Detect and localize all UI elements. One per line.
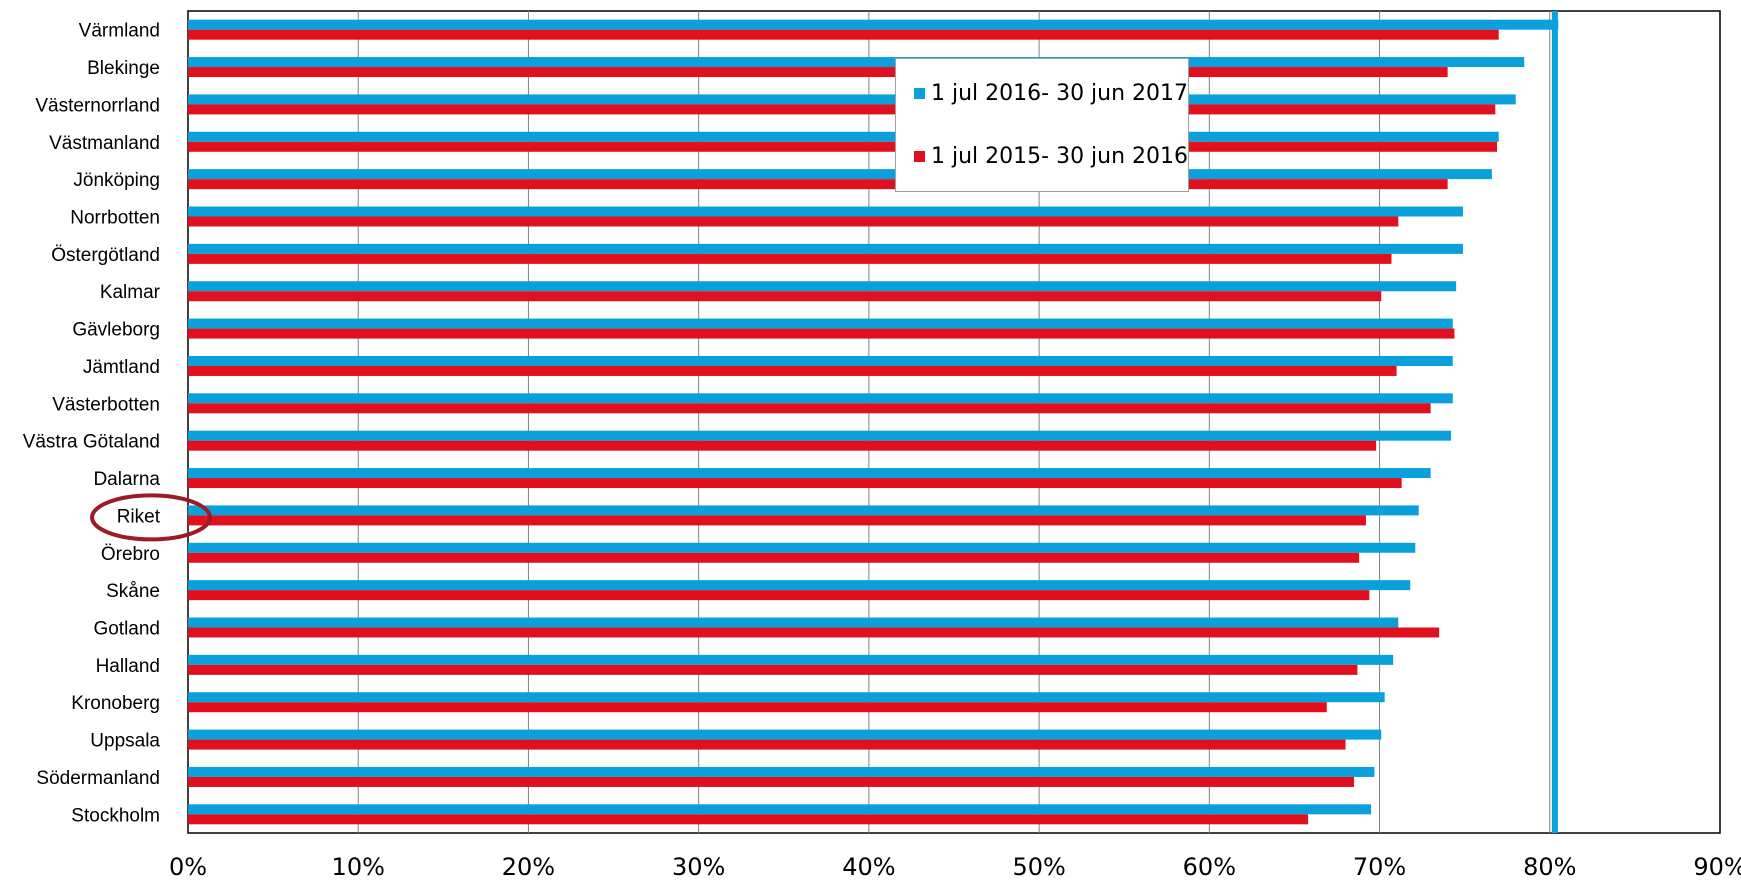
category-label: Gävleborg xyxy=(72,320,160,341)
x-tick-label: 50% xyxy=(1012,853,1065,881)
category-label: Örebro xyxy=(101,544,160,565)
legend-item-series-2: 1 jul 2015- 30 jun 2016 xyxy=(914,144,1188,169)
bar-series-1 xyxy=(188,318,1453,329)
category-label: Stockholm xyxy=(71,805,160,826)
bar-series-2 xyxy=(188,702,1327,713)
bar-series-2 xyxy=(188,814,1309,825)
bar-series-1 xyxy=(188,57,1525,68)
legend-swatch-series-2 xyxy=(914,151,925,162)
category-label: Västra Götaland xyxy=(23,432,160,453)
legend: 1 jul 2016- 30 jun 2017 1 jul 2015- 30 j… xyxy=(895,58,1189,192)
x-tick-label: 20% xyxy=(502,853,555,881)
bar-series-2 xyxy=(188,515,1366,526)
bar-series-2 xyxy=(188,29,1499,40)
x-tick-label: 10% xyxy=(332,853,385,881)
bar-series-2 xyxy=(188,552,1360,563)
category-label: Riket xyxy=(117,506,161,527)
category-label: Södermanland xyxy=(36,768,160,789)
bar-series-1 xyxy=(188,617,1399,628)
bar-series-2 xyxy=(188,179,1448,190)
x-tick-label: 0% xyxy=(169,853,207,881)
bar-series-2 xyxy=(188,253,1392,264)
legend-label-series-2: 1 jul 2015- 30 jun 2016 xyxy=(931,144,1189,169)
bar-series-1 xyxy=(188,94,1516,105)
bar-series-1 xyxy=(188,206,1463,217)
bar-series-2 xyxy=(188,478,1402,489)
category-label: Gotland xyxy=(93,619,160,640)
bar-series-2 xyxy=(188,141,1498,152)
category-label: Västmanland xyxy=(49,133,160,154)
category-label: Jämtland xyxy=(83,357,160,378)
category-label: Västernorrland xyxy=(35,95,160,116)
x-tick-label: 60% xyxy=(1183,853,1236,881)
legend-item-series-1: 1 jul 2016- 30 jun 2017 xyxy=(914,81,1188,106)
bar-series-1 xyxy=(188,19,1559,30)
category-label: Norrbotten xyxy=(70,208,160,229)
category-label: Jönköping xyxy=(73,170,160,191)
x-tick-label: 90% xyxy=(1693,853,1741,881)
x-tick-label: 80% xyxy=(1523,853,1576,881)
bar-series-1 xyxy=(188,766,1375,777)
category-label: Skåne xyxy=(106,581,160,602)
bar-series-2 xyxy=(188,627,1440,638)
bar-series-2 xyxy=(188,365,1397,376)
category-label: Östergötland xyxy=(51,245,160,266)
legend-label-series-1: 1 jul 2016- 30 jun 2017 xyxy=(931,81,1189,106)
category-label: Halland xyxy=(96,656,160,677)
highlight-ellipse xyxy=(90,493,212,542)
bar-series-1 xyxy=(188,169,1492,180)
bar-series-2 xyxy=(188,776,1355,787)
category-label: Kronoberg xyxy=(71,693,160,714)
bar-series-1 xyxy=(188,281,1457,292)
legend-swatch-series-1 xyxy=(914,88,925,99)
bar-series-2 xyxy=(188,328,1455,339)
bar-series-1 xyxy=(188,692,1385,703)
category-label: Blekinge xyxy=(87,58,160,79)
bar-series-1 xyxy=(188,393,1453,404)
category-label: Uppsala xyxy=(90,731,160,752)
bar-series-1 xyxy=(188,468,1431,479)
bar-series-2 xyxy=(188,216,1399,227)
category-label: Värmland xyxy=(79,21,160,42)
bar-series-1 xyxy=(188,804,1372,815)
bar-series-1 xyxy=(188,542,1416,553)
bar-series-2 xyxy=(188,590,1370,601)
bar-series-1 xyxy=(188,580,1411,591)
bar-series-2 xyxy=(188,440,1377,451)
bar-series-1 xyxy=(188,505,1419,516)
bar-series-2 xyxy=(188,104,1496,115)
bar-series-2 xyxy=(188,403,1431,414)
category-label: Kalmar xyxy=(100,282,161,303)
bar-series-1 xyxy=(188,654,1394,665)
bar-series-1 xyxy=(188,729,1382,740)
bar-series-2 xyxy=(188,739,1346,750)
bar-series-2 xyxy=(188,664,1358,675)
bar-series-1 xyxy=(188,131,1499,142)
category-label: Dalarna xyxy=(93,469,160,490)
bar-series-2 xyxy=(188,291,1382,302)
bar-series-1 xyxy=(188,243,1463,254)
x-tick-label: 40% xyxy=(842,853,895,881)
bar-series-1 xyxy=(188,430,1452,441)
bar-series-1 xyxy=(188,355,1453,366)
x-tick-label: 30% xyxy=(672,853,725,881)
bar-series-2 xyxy=(188,67,1448,78)
x-tick-label: 70% xyxy=(1353,853,1406,881)
category-label: Västerbotten xyxy=(52,394,160,415)
